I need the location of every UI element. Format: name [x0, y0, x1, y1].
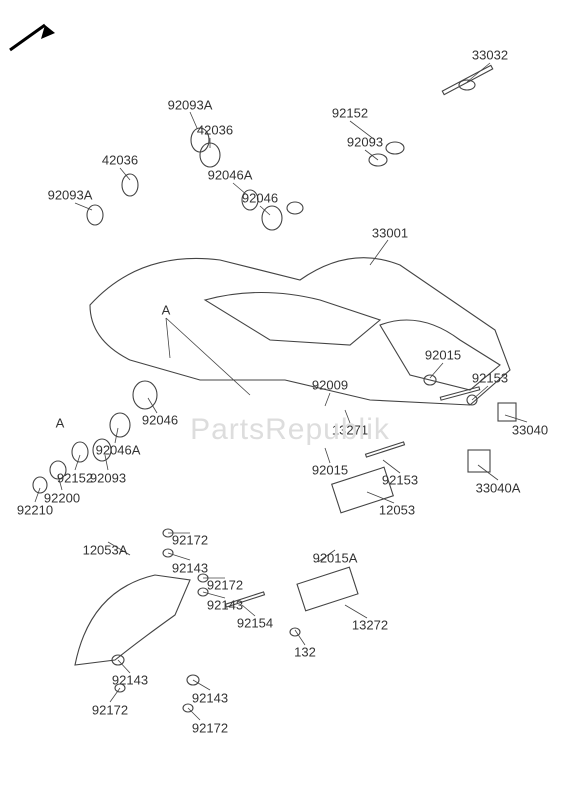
- part-label-92143: 92143: [207, 598, 243, 613]
- part-label-92172: 92172: [172, 533, 208, 548]
- part-label-12053: 12053: [379, 503, 415, 518]
- part-label-92143: 92143: [112, 673, 148, 688]
- part-label-92172: 92172: [92, 703, 128, 718]
- part-label-33001: 33001: [372, 226, 408, 241]
- part-label-13271: 13271: [332, 423, 368, 438]
- part-label-92152: 92152: [332, 106, 368, 121]
- part-label-92172: 92172: [192, 721, 228, 736]
- part-label-33040A: 33040A: [476, 481, 521, 496]
- part-label-92046: 92046: [142, 413, 178, 428]
- part-label-A: A: [162, 303, 171, 318]
- part-label-132: 132: [294, 645, 316, 660]
- part-label-92009: 92009: [312, 378, 348, 393]
- part-label-33040: 33040: [512, 423, 548, 438]
- diagram-svg: [0, 0, 587, 800]
- part-label-42036: 42036: [197, 123, 233, 138]
- part-label-92172: 92172: [207, 578, 243, 593]
- part-label-92210: 92210: [17, 503, 53, 518]
- part-label-92153: 92153: [382, 473, 418, 488]
- part-label-92152: 92152: [57, 471, 93, 486]
- part-label-42036: 42036: [102, 153, 138, 168]
- part-label-92093A: 92093A: [168, 98, 213, 113]
- part-label-92046: 92046: [242, 191, 278, 206]
- part-label-13272: 13272: [352, 618, 388, 633]
- part-label-12053A: 12053A: [83, 543, 128, 558]
- part-label-92046A: 92046A: [208, 168, 253, 183]
- part-label-92154: 92154: [237, 616, 273, 631]
- part-label-92015A: 92015A: [313, 551, 358, 566]
- part-label-92093A: 92093A: [48, 188, 93, 203]
- part-label-92015: 92015: [312, 463, 348, 478]
- part-label-92093: 92093: [90, 471, 126, 486]
- part-label-A: A: [56, 416, 65, 431]
- part-label-92153: 92153: [472, 371, 508, 386]
- part-label-92143: 92143: [172, 561, 208, 576]
- part-label-92093: 92093: [347, 135, 383, 150]
- part-label-92046A: 92046A: [96, 443, 141, 458]
- part-label-33032: 33032: [472, 48, 508, 63]
- part-label-92015: 92015: [425, 348, 461, 363]
- part-label-92143: 92143: [192, 691, 228, 706]
